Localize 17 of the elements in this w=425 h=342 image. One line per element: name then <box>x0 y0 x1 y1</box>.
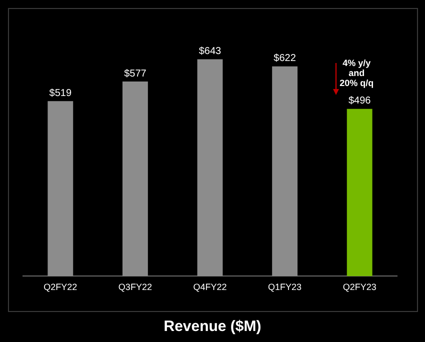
bar <box>122 82 148 276</box>
x-tick-label: Q2FY22 <box>44 282 78 292</box>
bar <box>346 108 372 276</box>
data-label: $622 <box>274 53 296 64</box>
data-label: $519 <box>49 88 72 99</box>
x-tick-label: Q3FY22 <box>118 282 152 292</box>
text: Revenue ($M) <box>162 318 262 335</box>
x-tick-label: Q1FY23 <box>268 282 302 292</box>
bar <box>272 66 298 276</box>
x-tick-label: Q2FY23 <box>342 282 376 292</box>
data-label: $577 <box>124 68 147 80</box>
bar <box>197 59 223 276</box>
data-label: $643 <box>198 46 222 57</box>
annotation: 4% y/y and 20% q/q <box>340 58 374 88</box>
data-label: $496 <box>348 96 372 107</box>
bar <box>48 101 74 276</box>
x-tick-label: Q4FY22 <box>193 282 227 292</box>
